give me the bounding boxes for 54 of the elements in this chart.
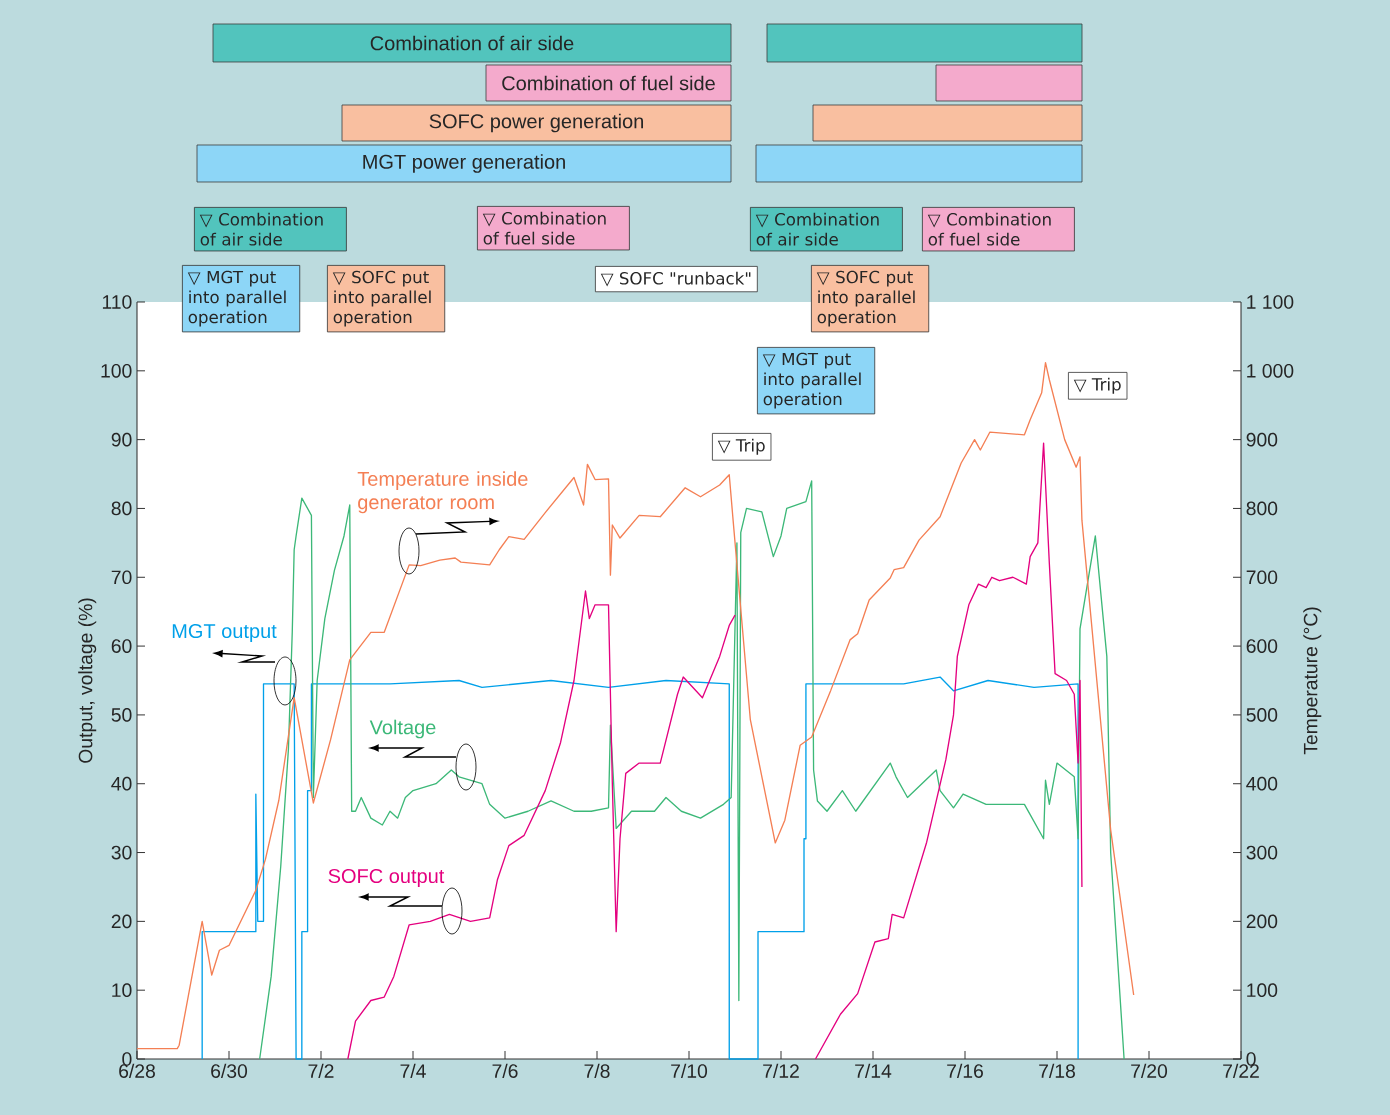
annotation: ▽ SOFC put into parallel operation xyxy=(816,270,915,327)
y-tick-label: 30 xyxy=(111,845,132,860)
y2-tick-label: 100 xyxy=(1247,983,1278,998)
text: SOFC power generation xyxy=(429,113,644,133)
x-tick-label: 7/10 xyxy=(671,1063,708,1078)
y2-tick-label: 500 xyxy=(1246,708,1278,722)
x-tick-label: 7/8 xyxy=(584,1063,610,1078)
x-tick-label: 6/30 xyxy=(211,1063,248,1078)
x-tick-label: 7/18 xyxy=(1039,1063,1075,1078)
x-tick-label: 7/12 xyxy=(763,1063,799,1078)
y2-tick-label: 400 xyxy=(1246,776,1278,791)
y-tick-label: 10 xyxy=(112,983,132,998)
annotation: ▽ Trip xyxy=(717,438,765,455)
annotation: ▽ MGT put into parallel operation xyxy=(187,270,286,327)
x-tick-label: 7/2 xyxy=(308,1063,334,1078)
y-tick-label: 40 xyxy=(111,776,132,791)
text: ▽ Combination of fuel side xyxy=(927,212,1051,246)
y-tick-label: 100 xyxy=(101,363,132,378)
x-tick-label: 7/14 xyxy=(855,1063,892,1078)
series-label: SOFC output xyxy=(328,868,445,888)
y-tick-label: 50 xyxy=(111,708,132,722)
y2-axis-title: Temperature (°C) xyxy=(1303,607,1322,755)
y-tick-label: 90 xyxy=(111,432,132,447)
y-tick-label: 20 xyxy=(111,914,132,929)
text: Combination of fuel side xyxy=(502,75,715,91)
y-tick-label: 60 xyxy=(111,639,132,653)
x-tick-label: 7/6 xyxy=(492,1063,518,1078)
x-tick-label: 7/16 xyxy=(947,1063,983,1078)
y2-tick-label: 300 xyxy=(1246,845,1278,860)
series-label: Voltage xyxy=(369,719,436,739)
annotation: ▽ SOFC put into parallel operation xyxy=(332,270,431,327)
text: Combination of air side xyxy=(370,35,574,51)
y2-tick-label: 600 xyxy=(1246,639,1278,653)
text: MGT power generation xyxy=(363,154,565,173)
text: MGT output xyxy=(172,623,277,643)
y-tick-label: 70 xyxy=(111,570,132,585)
y2-tick-label: 900 xyxy=(1246,432,1278,447)
y-axis-title: Output, voltage (%) xyxy=(78,598,97,763)
text: ▽ SOFC "runback" xyxy=(600,271,751,287)
text: ▽ Combination of fuel side xyxy=(482,211,606,245)
y2-tick-label: 1 100 xyxy=(1247,295,1294,309)
y2-tick-label: 1 000 xyxy=(1247,363,1294,378)
text: ▽ Combination of air side xyxy=(199,212,323,246)
annotation: ▽ MGT put into parallel operation xyxy=(762,352,861,409)
text: ▽ Combination of air side xyxy=(755,212,879,246)
y-tick-label: 110 xyxy=(102,295,132,309)
y-tick-label: 80 xyxy=(111,501,132,516)
y2-tick-label: 800 xyxy=(1246,501,1278,516)
x-tick-label: 7/4 xyxy=(400,1063,426,1078)
series-label: Temperature inside generator room xyxy=(357,471,528,514)
annotation: ▽ Trip xyxy=(1073,377,1121,394)
x-tick-label: 7/20 xyxy=(1131,1063,1168,1078)
y2-tick-label: 700 xyxy=(1246,570,1278,585)
y2-tick-label: 200 xyxy=(1246,914,1278,929)
